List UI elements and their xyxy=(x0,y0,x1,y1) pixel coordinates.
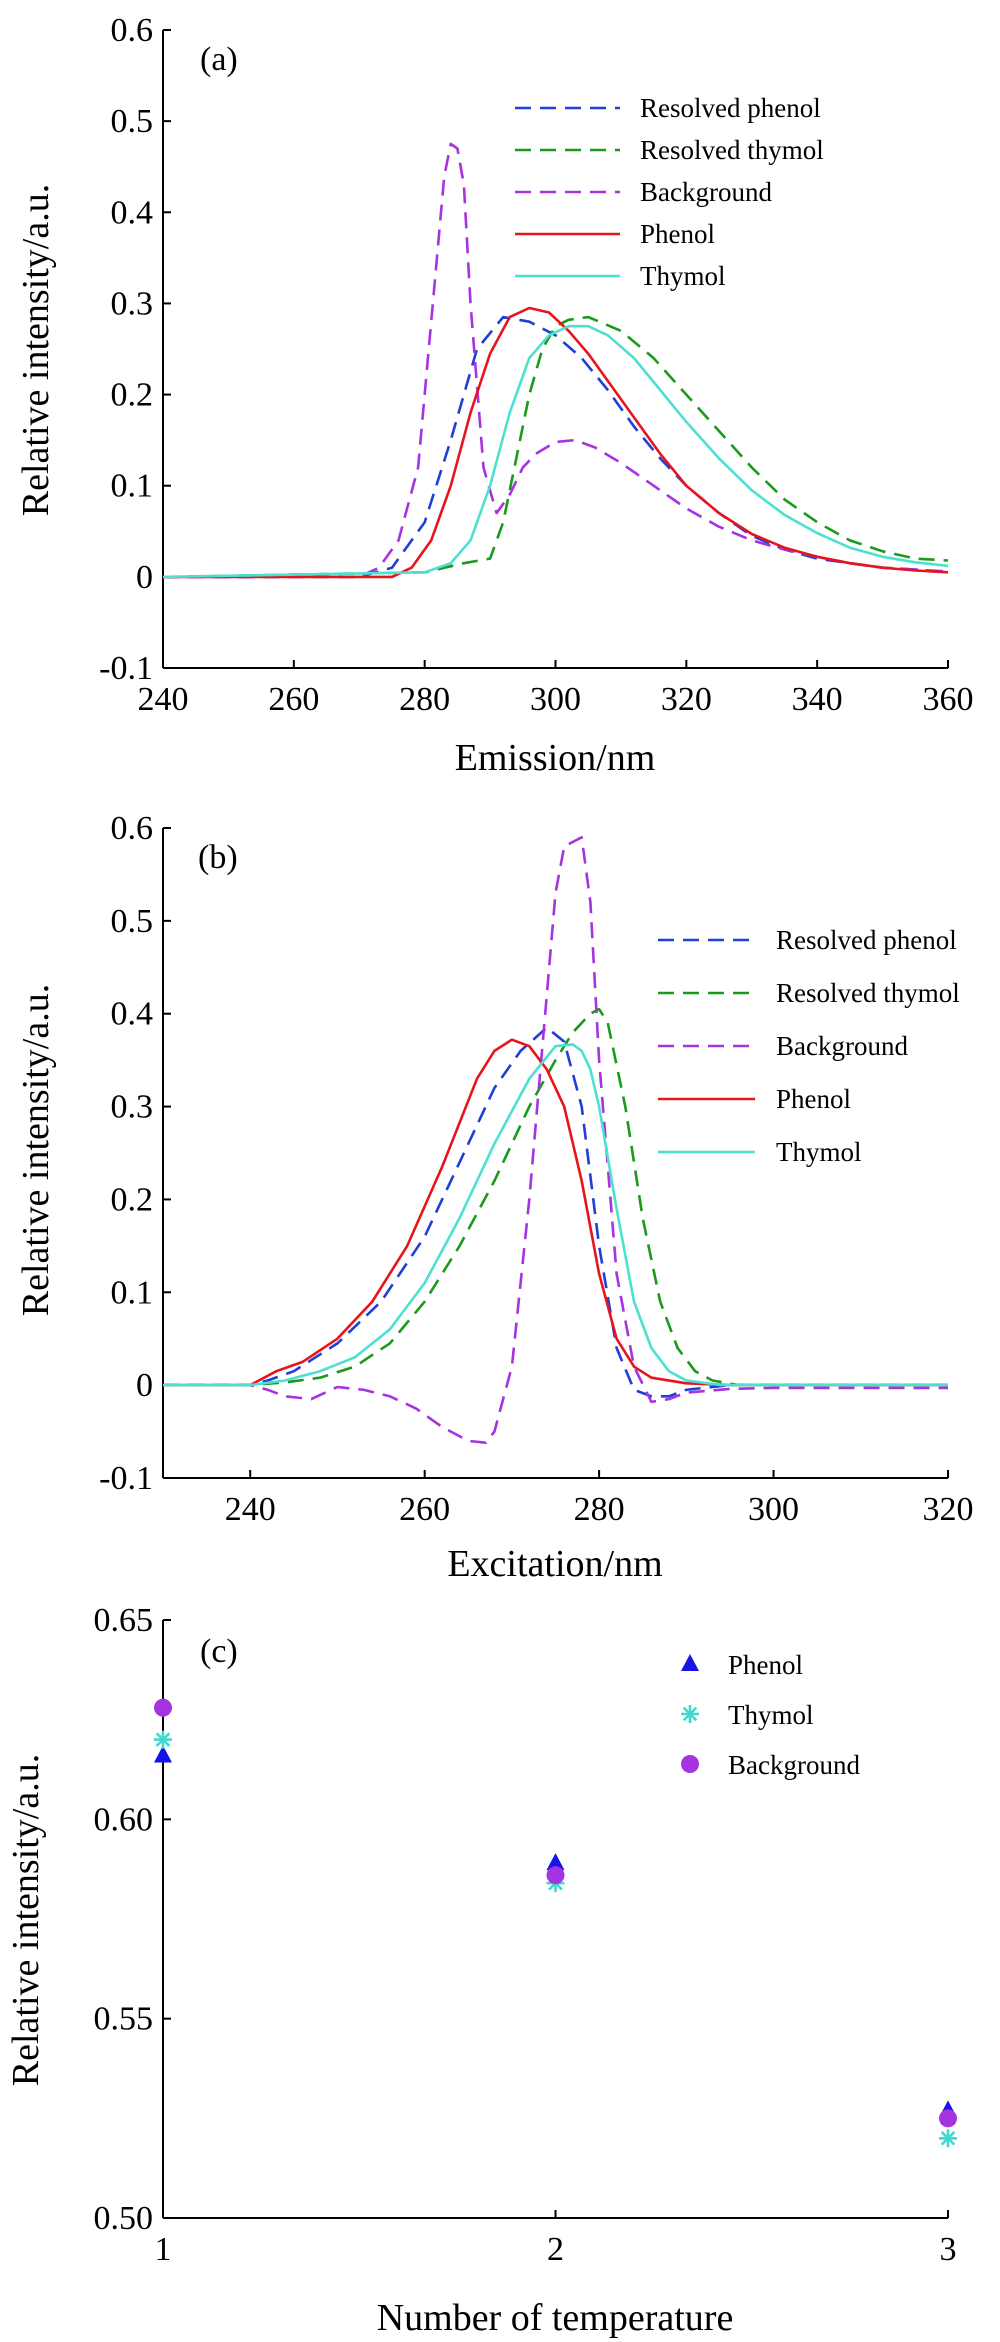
x-tick-label: 300 xyxy=(748,1491,799,1528)
y-tick-label: 0.5 xyxy=(111,103,154,140)
legend-entry: Resolved thymol xyxy=(776,978,960,1008)
x-axis-label: Emission/nm xyxy=(455,737,656,779)
y-tick-label: 0.55 xyxy=(94,2001,154,2038)
legend-marker xyxy=(681,1654,699,1671)
x-tick-label: 260 xyxy=(268,681,319,718)
data-point-thymol xyxy=(154,1730,172,1749)
legend-entry: Background xyxy=(728,1750,860,1780)
x-tick-label: 280 xyxy=(399,681,450,718)
y-tick-label: 0.3 xyxy=(111,1089,154,1126)
chart-panel-3: 0.50 0.55 0.60 0.65 1 2 3 Number of temperature… xyxy=(5,1602,957,2339)
y-tick-label: 0 xyxy=(136,559,153,596)
y-tick-label: -0.1 xyxy=(99,1460,153,1497)
data-point-background xyxy=(939,2109,957,2128)
y-tick-label: 0.50 xyxy=(94,2200,154,2237)
data-point-phenol xyxy=(154,1745,172,1763)
y-axis-label: Relative intensity/a.u. xyxy=(5,1754,47,2086)
legend-marker xyxy=(681,1755,699,1773)
x-tick-label: 3 xyxy=(940,2231,957,2268)
x-tick-label: 280 xyxy=(574,1491,625,1528)
x-tick-label: 320 xyxy=(661,681,712,718)
legend-entry: Phenol xyxy=(728,1650,803,1680)
legend-marker xyxy=(681,1705,699,1723)
x-tick-label: 240 xyxy=(138,681,189,718)
x-tick-label: 260 xyxy=(399,1491,450,1528)
legend-entry: Phenol xyxy=(776,1084,851,1114)
y-tick-label: 0.1 xyxy=(111,468,154,505)
series-line-resolved-thymol xyxy=(162,315,949,579)
x-tick-label: 240 xyxy=(225,1491,276,1528)
x-tick-label: 360 xyxy=(923,681,974,718)
series-line-thymol xyxy=(162,324,949,579)
data-point-background xyxy=(546,1866,565,1885)
chart-panel-2: -0.1 0 0.1 0.2 0.3 0.4 0.5 0.6 240 260 280 300 320 Ex… xyxy=(15,810,974,1585)
series-line-phenol xyxy=(163,1038,948,1387)
y-tick-label: 0.1 xyxy=(111,1274,154,1311)
legend-entry: Thymol xyxy=(640,261,726,291)
y-tick-label: -0.1 xyxy=(99,650,153,687)
data-point-background xyxy=(154,1698,172,1717)
legend-entry: Phenol xyxy=(640,219,715,249)
panel-label: (a) xyxy=(200,41,238,78)
y-tick-label: 0.4 xyxy=(111,194,154,231)
x-tick-label: 320 xyxy=(923,1491,974,1528)
y-tick-label: 0.2 xyxy=(111,1181,154,1218)
data-point-thymol xyxy=(939,2129,957,2148)
asterisk-stroke xyxy=(155,1732,171,1747)
series-line-phenol xyxy=(163,306,949,579)
x-tick-label: 340 xyxy=(792,681,843,718)
x-tick-label: 300 xyxy=(530,681,581,718)
chart-panel-1: -0.1 0 0.1 0.2 0.3 0.4 0.5 0.6 240 260 280 300 320 34… xyxy=(15,12,974,779)
y-tick-label: 0.3 xyxy=(111,285,154,322)
series-line-background xyxy=(163,142,949,579)
legend-entry: Resolved phenol xyxy=(640,93,821,123)
y-tick-label: 0.60 xyxy=(94,1801,154,1838)
x-tick-label: 1 xyxy=(155,2231,172,2268)
asterisk-stroke xyxy=(682,1706,698,1722)
legend-entry: Resolved thymol xyxy=(640,135,824,165)
x-tick-label: 2 xyxy=(547,2231,564,2268)
asterisk-stroke xyxy=(940,2130,956,2146)
legend-entry: Background xyxy=(640,177,772,207)
y-tick-label: 0 xyxy=(136,1367,153,1404)
y-axis-label: Relative intensity/a.u. xyxy=(15,184,57,516)
x-axis-label: Number of temperature xyxy=(377,2297,734,2339)
y-tick-label: 0.5 xyxy=(111,903,154,940)
legend-entry: Background xyxy=(776,1031,908,1061)
data-point-phenol xyxy=(546,1853,565,1871)
x-axis-label: Excitation/nm xyxy=(447,1543,662,1585)
series-line-resolved-phenol xyxy=(163,1026,948,1398)
panel-label: (b) xyxy=(198,839,238,876)
series-line-background xyxy=(163,835,948,1444)
legend-entry: Resolved phenol xyxy=(776,925,957,955)
y-tick-label: 0.65 xyxy=(94,1602,154,1639)
y-tick-label: 0.6 xyxy=(111,12,154,49)
y-axis-label: Relative intensity/a.u. xyxy=(15,984,57,1316)
panel-label: (c) xyxy=(200,1633,238,1670)
y-tick-label: 0.2 xyxy=(111,377,154,414)
series-line-resolved-thymol xyxy=(163,1007,948,1387)
legend-entry: Thymol xyxy=(776,1137,862,1167)
y-tick-label: 0.4 xyxy=(111,996,154,1033)
legend-entry: Thymol xyxy=(728,1700,814,1730)
y-tick-label: 0.6 xyxy=(111,810,154,847)
series-line-thymol xyxy=(163,1043,948,1387)
